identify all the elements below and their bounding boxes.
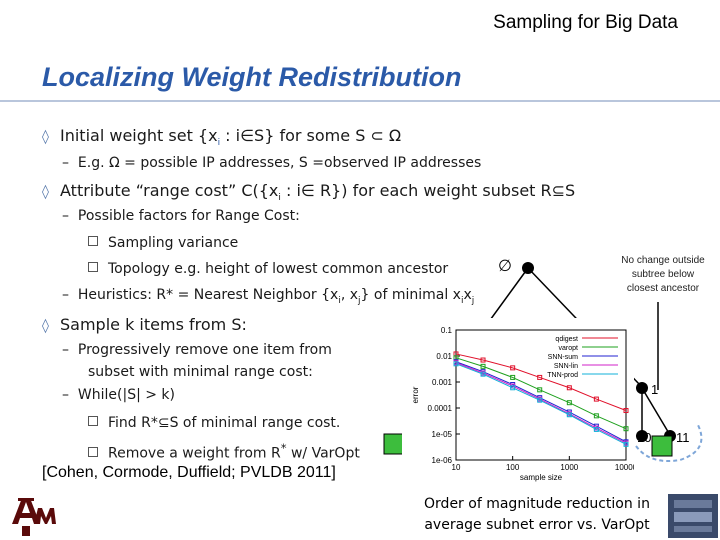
square-bullet-icon — [88, 446, 98, 457]
x-tick-label: 100 — [506, 463, 520, 472]
data-point-TNN-prod — [593, 426, 599, 432]
bullet-range-cost: ◊ Attribute “range cost” C({xi : i∈ R}) f… — [42, 181, 576, 204]
sub-bullet-heuristics: – Heuristics: R* = Nearest Neighbor {xi,… — [62, 287, 475, 306]
sub-bullet-progressive-2: subset with minimal range cost: — [88, 364, 313, 380]
sub-bullet-while: – While(|S| > k) — [62, 387, 175, 403]
x-tick-label: 1000 — [560, 463, 578, 472]
slide-title: Localizing Weight Redistribution — [42, 62, 462, 92]
square-bullet-icon — [88, 416, 98, 426]
sub-bullet-progressive-1: – Progressively remove one item from — [62, 342, 332, 358]
data-point-TNN-prod — [453, 361, 459, 367]
data-point-qdigest — [510, 365, 516, 371]
series-line-SNN-lin — [455, 362, 627, 444]
tree-label-11: 11 — [676, 430, 690, 445]
factor-topology: Topology e.g. height of lowest common an… — [88, 261, 448, 277]
data-point-TNN-prod — [480, 371, 486, 377]
step-find: Find R*⊆S of minimal range cost. — [88, 415, 340, 431]
x-tick-label: 10000 — [615, 463, 634, 472]
y-axis-label: error — [411, 386, 420, 403]
x-axis-label: sample size — [520, 473, 563, 482]
tree-label-10: 10 — [637, 430, 652, 445]
plot-frame — [455, 329, 627, 461]
data-point-qdigest — [566, 385, 572, 391]
y-tick-label: 1e-06 — [432, 456, 453, 465]
caption-line: average subnet error vs. VarOpt — [424, 517, 650, 533]
data-point-TNN-prod — [537, 397, 543, 403]
tree-label-1: 1 — [651, 382, 659, 397]
data-point-varopt — [566, 400, 572, 406]
data-point-varopt — [593, 413, 599, 419]
empty-set-symbol: ∅ — [498, 258, 512, 275]
title-divider — [0, 100, 720, 102]
data-point-qdigest — [593, 396, 599, 402]
note-line: closest ancestor — [626, 283, 700, 294]
leaf-box-green — [651, 435, 673, 457]
step-remove: Remove a weight from R* w/ VarOpt — [88, 441, 360, 462]
tree-edge-11 — [641, 387, 671, 436]
data-point-varopt — [537, 387, 543, 393]
legend-label-SNN-lin: SNN-lin — [554, 363, 578, 370]
legend-label-qdigest: qdigest — [555, 336, 578, 343]
series-line-TNN-prod — [455, 363, 627, 445]
data-point-qdigest — [480, 357, 486, 363]
diamond-bullet-icon: ◊ — [42, 129, 49, 145]
legend-label-TNN-prod: TNN-prod — [547, 372, 578, 379]
legend-label-varopt: varopt — [559, 345, 579, 352]
note-line: No change outside — [621, 255, 705, 266]
texas-am-logo — [12, 498, 56, 536]
series-line-qdigest — [455, 353, 627, 411]
sub-bullet-example: – E.g. Ω = possible IP addresses, S =obs… — [62, 155, 482, 171]
note-no-change: No change outside subtree below closest … — [612, 254, 714, 302]
data-point-qdigest — [537, 374, 543, 380]
tree-root-node — [522, 262, 534, 274]
tree-node-10 — [636, 430, 648, 442]
data-point-varopt — [510, 374, 516, 380]
slide-header: Sampling for Big Data — [493, 12, 678, 33]
diamond-bullet-icon: ◊ — [42, 318, 49, 334]
tree-node-1 — [636, 382, 648, 394]
x-tick-label: 10 — [452, 463, 461, 472]
bullet-sample-k: ◊ Sample k items from S: — [42, 315, 247, 334]
data-point-TNN-prod — [566, 412, 572, 418]
square-bullet-icon — [88, 262, 98, 272]
series-line-varopt — [455, 357, 627, 430]
square-bullet-icon — [88, 236, 98, 246]
tree-diagram — [383, 262, 703, 462]
data-point-qdigest — [623, 408, 629, 414]
warwick-logo — [668, 494, 718, 538]
data-point-varopt — [623, 426, 629, 432]
caption-line: Order of magnitude reduction in — [424, 496, 650, 512]
y-tick-label: 0.0001 — [428, 404, 453, 413]
factor-sampling-variance: Sampling variance — [88, 235, 238, 251]
figure-caption: Order of magnitude reduction in average … — [408, 494, 666, 536]
y-tick-label: 0.1 — [441, 326, 453, 335]
y-tick-label: 0.001 — [432, 378, 453, 387]
data-point-varopt — [480, 363, 486, 369]
leaf-box-green-left — [383, 433, 405, 455]
citation: [Cohen, Cormode, Duffield; PVLDB 2011] — [42, 464, 336, 481]
data-point-TNN-prod — [623, 441, 629, 447]
legend-label-SNN-sum: SNN-sum — [548, 354, 579, 361]
y-tick-label: 1e-05 — [432, 430, 453, 439]
sub-bullet-factors: – Possible factors for Range Cost: — [62, 208, 300, 224]
y-tick-label: 0.01 — [436, 352, 452, 361]
data-point-TNN-prod — [510, 385, 516, 391]
diamond-bullet-icon: ◊ — [42, 184, 49, 200]
note-line: subtree below — [631, 269, 695, 280]
bullet-initial-weight: ◊ Initial weight set {xi : i∈S} for some … — [42, 126, 402, 149]
